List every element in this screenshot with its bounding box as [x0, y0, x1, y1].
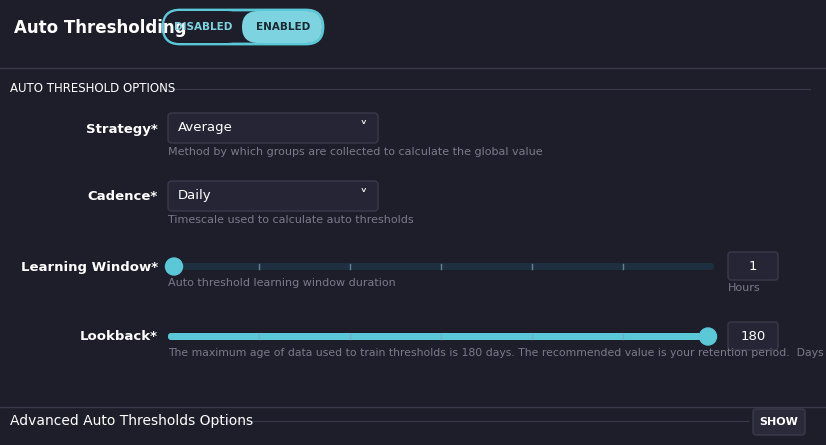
Text: Average: Average [178, 121, 233, 134]
FancyBboxPatch shape [242, 11, 322, 43]
FancyBboxPatch shape [728, 322, 778, 350]
FancyBboxPatch shape [168, 181, 378, 211]
Text: The maximum age of data used to train thresholds is 180 days. The recommended va: The maximum age of data used to train th… [168, 348, 824, 358]
FancyBboxPatch shape [164, 11, 242, 43]
Text: Cadence*: Cadence* [88, 190, 158, 203]
Text: AUTO THRESHOLD OPTIONS: AUTO THRESHOLD OPTIONS [10, 82, 175, 95]
Circle shape [700, 328, 716, 345]
FancyBboxPatch shape [168, 333, 702, 340]
Text: ˅: ˅ [360, 121, 368, 135]
Text: Auto threshold learning window duration: Auto threshold learning window duration [168, 278, 396, 288]
FancyBboxPatch shape [163, 10, 323, 44]
Text: Advanced Auto Thresholds Options: Advanced Auto Thresholds Options [10, 414, 253, 428]
Text: Strategy*: Strategy* [86, 122, 158, 135]
Text: 1: 1 [748, 259, 757, 272]
Text: Auto Thresholding: Auto Thresholding [14, 19, 187, 37]
Text: 180: 180 [740, 329, 766, 343]
Text: Timescale used to calculate auto thresholds: Timescale used to calculate auto thresho… [168, 215, 414, 225]
FancyBboxPatch shape [168, 333, 714, 340]
FancyBboxPatch shape [728, 252, 778, 280]
Text: Daily: Daily [178, 190, 211, 202]
Circle shape [165, 258, 183, 275]
Text: Method by which groups are collected to calculate the global value: Method by which groups are collected to … [168, 147, 543, 157]
FancyBboxPatch shape [753, 409, 805, 435]
Text: Learning Window*: Learning Window* [21, 260, 158, 274]
Text: DISABLED: DISABLED [173, 22, 232, 32]
Text: ˅: ˅ [360, 189, 368, 203]
Text: Lookback*: Lookback* [80, 331, 158, 344]
FancyBboxPatch shape [168, 113, 378, 143]
FancyBboxPatch shape [168, 263, 714, 270]
Text: ENABLED: ENABLED [256, 22, 310, 32]
Text: SHOW: SHOW [760, 417, 799, 427]
Text: Hours: Hours [728, 283, 761, 293]
FancyBboxPatch shape [168, 263, 180, 270]
